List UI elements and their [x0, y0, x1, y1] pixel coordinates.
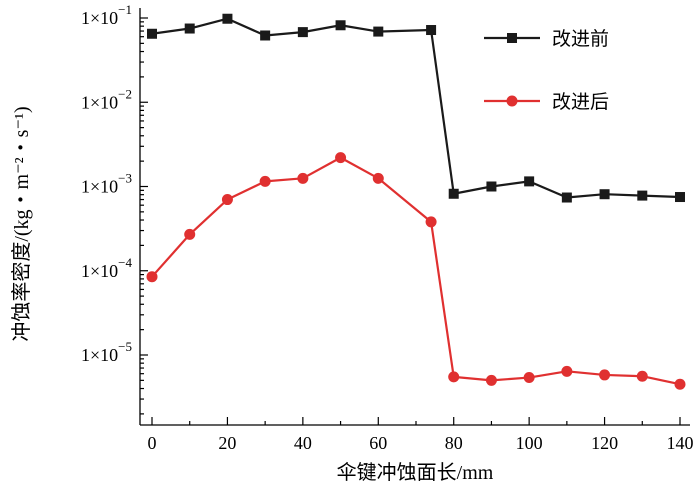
legend-marker-square	[507, 33, 517, 43]
y-tick-mantissa: 1×10	[81, 92, 118, 112]
data-point-circle	[485, 374, 497, 386]
axis-ticks	[140, 17, 681, 425]
data-series	[146, 13, 686, 390]
y-tick-labels: 1×10−11×10−21×10−31×10−41×10−5	[81, 2, 132, 365]
data-point-circle	[335, 152, 347, 164]
data-point-square	[426, 25, 437, 36]
data-point-circle	[674, 378, 686, 390]
data-point-square	[561, 192, 572, 203]
data-point-circle	[372, 172, 384, 184]
data-point-square	[448, 188, 459, 199]
data-point-circle	[599, 369, 611, 381]
x-tick-label: 60	[369, 433, 387, 453]
y-tick-label: 1×10−3	[81, 171, 132, 197]
data-point-circle	[523, 372, 535, 384]
x-tick-label: 80	[445, 433, 463, 453]
y-tick-mantissa: 1×10	[81, 177, 118, 197]
y-tick-exponent: −2	[118, 86, 132, 101]
legend-item: 改进前	[484, 28, 609, 50]
y-tick-exponent: −5	[118, 339, 132, 354]
data-point-circle	[448, 371, 460, 383]
x-tick-label: 140	[667, 433, 694, 453]
data-point-square	[675, 192, 685, 203]
data-point-circle	[425, 216, 437, 228]
y-tick-exponent: −4	[118, 255, 132, 270]
data-point-square	[486, 181, 497, 192]
x-tick-labels: 0 20 40 60 80 100 120 140	[148, 433, 694, 453]
data-point-circle	[184, 228, 196, 240]
legend-label: 改进后	[552, 91, 609, 113]
data-point-circle	[146, 271, 158, 283]
x-tick-label: 120	[591, 433, 618, 453]
data-point-square	[524, 176, 535, 187]
y-tick-mantissa: 1×10	[81, 261, 118, 281]
y-axis-title: 冲蚀率密度/(kg・m⁻²・s⁻¹)	[10, 106, 33, 341]
data-point-square	[222, 13, 233, 24]
data-point-square	[147, 28, 157, 39]
legend-marker-circle	[506, 95, 518, 107]
y-tick-label: 1×10−4	[81, 255, 132, 281]
y-tick-label: 1×10−5	[81, 339, 132, 365]
y-tick-label: 1×10−1	[81, 2, 132, 28]
y-tick-exponent: −1	[118, 2, 132, 17]
y-tick-mantissa: 1×10	[81, 8, 118, 28]
legend-item: 改进后	[484, 91, 609, 113]
data-point-circle	[297, 172, 309, 184]
legend-label: 改进前	[552, 28, 609, 50]
x-tick-label: 40	[294, 433, 312, 453]
data-point-square	[184, 23, 195, 34]
x-axis-title: 伞键冲蚀面长/mm	[337, 461, 494, 484]
data-point-square	[297, 27, 308, 38]
data-point-square	[335, 20, 346, 31]
data-point-square	[373, 26, 384, 37]
data-point-square	[260, 30, 271, 41]
y-tick-mantissa: 1×10	[81, 345, 118, 365]
data-point-circle	[636, 370, 648, 382]
data-point-square	[637, 190, 648, 201]
data-point-circle	[561, 365, 573, 377]
data-point-circle	[259, 175, 271, 187]
y-tick-exponent: −3	[118, 171, 132, 186]
y-tick-label: 1×10−2	[81, 86, 132, 112]
data-point-square	[599, 189, 610, 200]
x-tick-label: 20	[218, 433, 236, 453]
x-tick-label: 100	[516, 433, 543, 453]
axes	[139, 8, 690, 426]
data-point-circle	[221, 194, 233, 206]
x-tick-label: 0	[148, 433, 157, 453]
